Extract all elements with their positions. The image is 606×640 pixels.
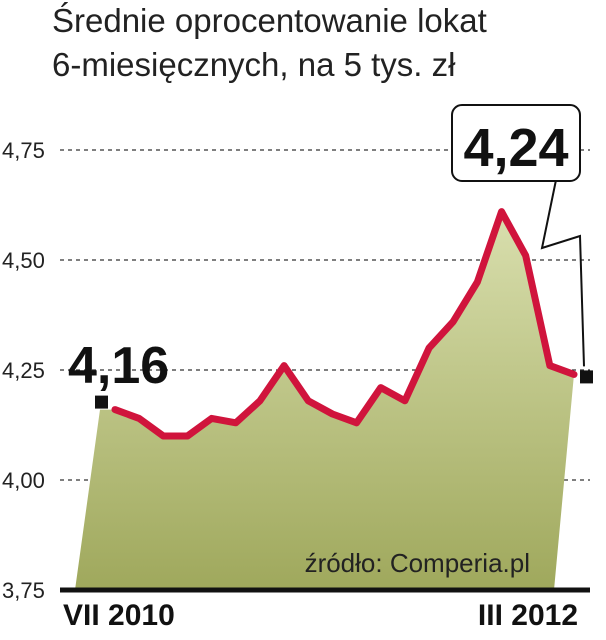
- x-tick-label: VII 2010: [63, 599, 175, 632]
- source-note: źródło: Comperia.pl: [305, 548, 530, 578]
- y-tick-label: 4,00: [2, 468, 45, 493]
- y-tick-label: 4,25: [2, 358, 45, 383]
- end-marker: [580, 370, 593, 384]
- y-tick-label: 4,50: [2, 248, 45, 273]
- series-line: [111, 208, 578, 440]
- x-tick-label: III 2012: [478, 599, 578, 632]
- chart-title: Średnie oprocentowanie lokat: [52, 2, 487, 39]
- start-value-label: 4,16: [68, 337, 169, 395]
- callout-pointer: [540, 179, 585, 367]
- area-fill: [75, 211, 574, 590]
- end-value-label: 4,24: [463, 118, 568, 178]
- y-tick-label: 4,75: [2, 138, 45, 163]
- chart-subtitle: 6-miesięcznych, na 5 tys. zł: [52, 46, 456, 83]
- y-tick-label: 3,75: [2, 578, 45, 603]
- start-marker: [95, 395, 108, 409]
- end-value-box: [451, 104, 581, 182]
